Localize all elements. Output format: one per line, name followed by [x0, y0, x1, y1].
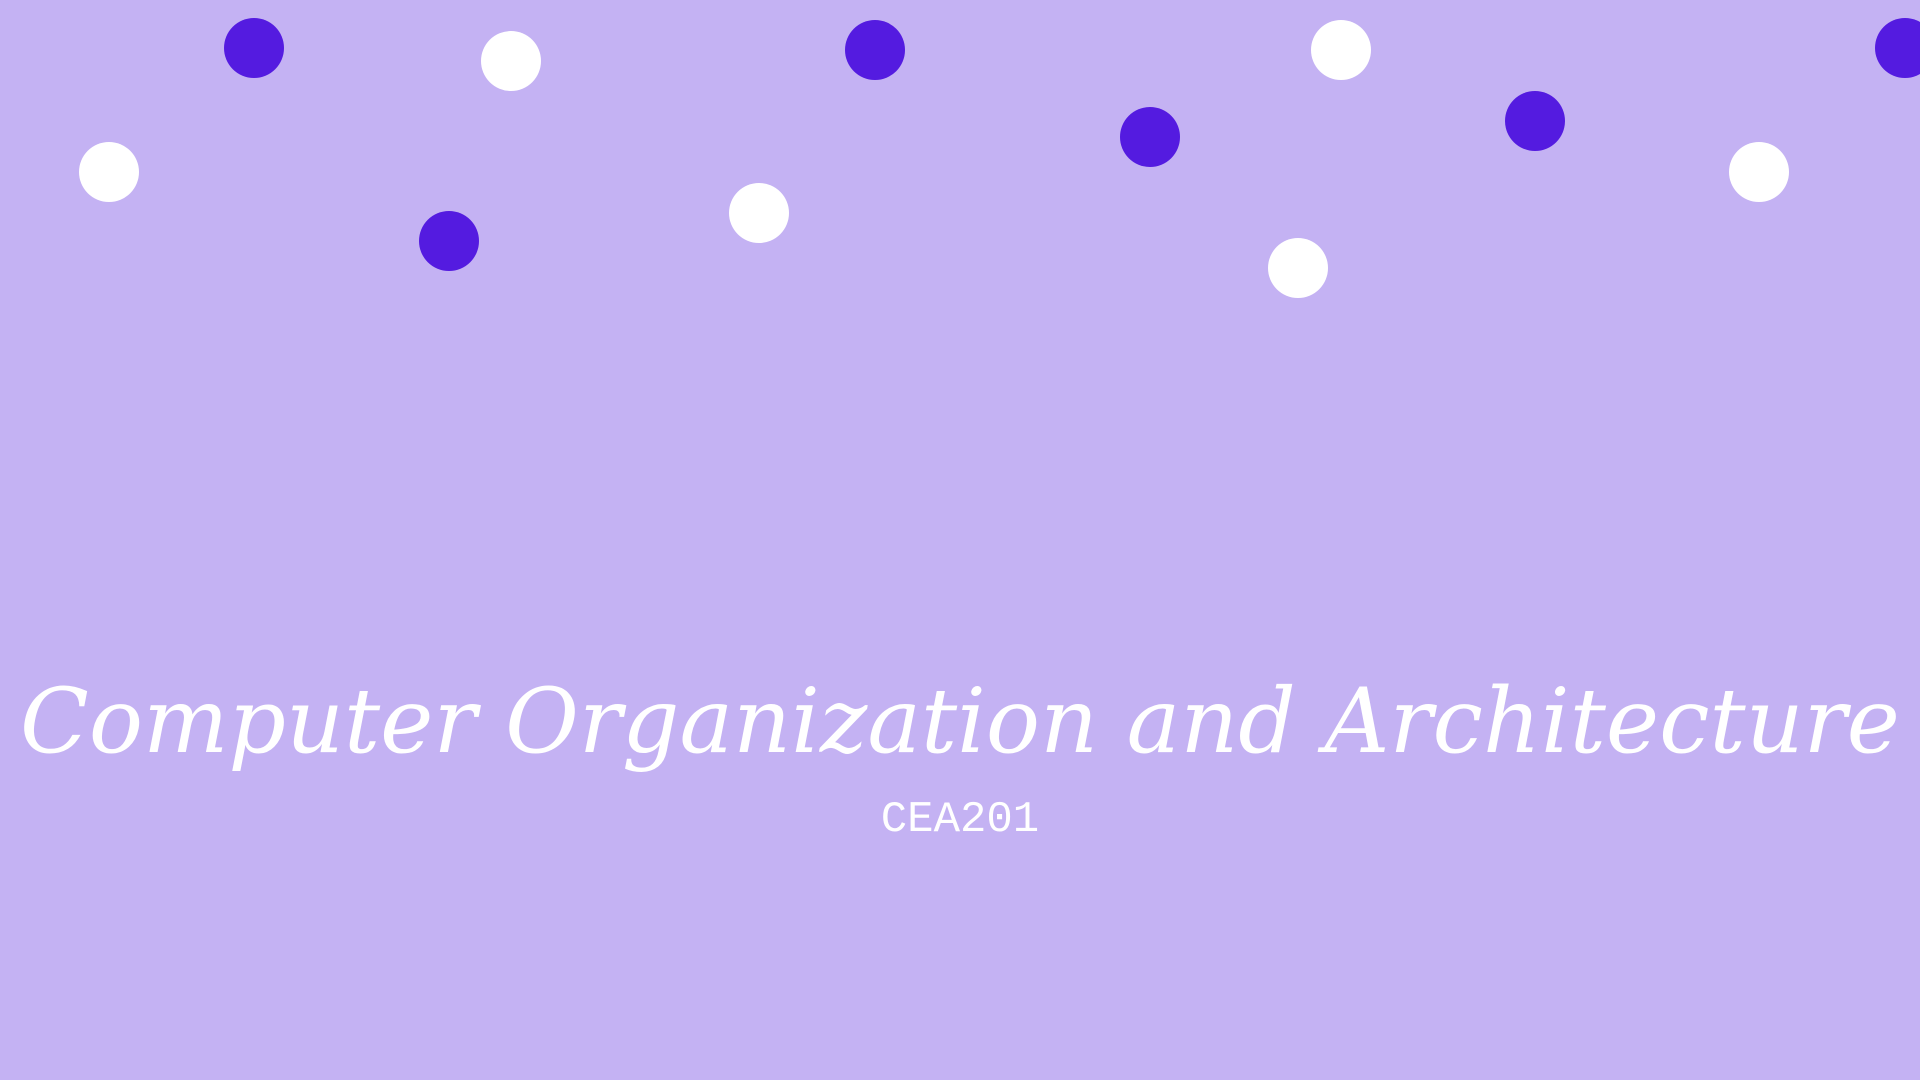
decorative-dot-purple — [845, 20, 905, 80]
decorative-dot-white — [1268, 238, 1328, 298]
decorative-dot-white — [1729, 142, 1789, 202]
slide-title: Computer Organization and Architecture — [20, 669, 1900, 774]
decorative-dot-white — [79, 142, 139, 202]
decorative-dot-purple — [1120, 107, 1180, 167]
decorative-dot-purple — [224, 18, 284, 78]
decorative-dot-purple — [419, 211, 479, 271]
decorative-dot-white — [1311, 20, 1371, 80]
slide-subtitle: CEA201 — [880, 795, 1040, 845]
decorative-dot-white — [481, 31, 541, 91]
decorative-dot-purple — [1505, 91, 1565, 151]
decorative-dot-white — [729, 183, 789, 243]
decorative-dot-purple — [1875, 18, 1920, 78]
